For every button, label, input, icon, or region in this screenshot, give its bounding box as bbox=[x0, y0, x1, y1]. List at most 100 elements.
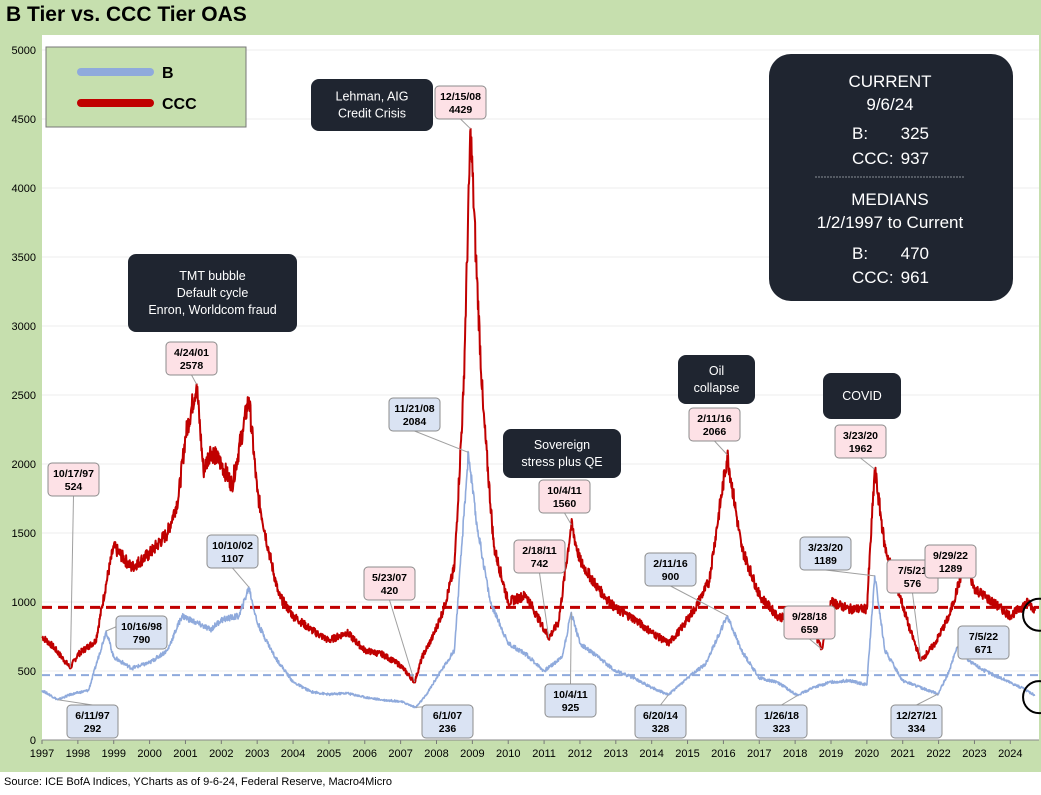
summary-medians-title: MEDIANS bbox=[851, 190, 928, 209]
callout-value: 1107 bbox=[221, 553, 244, 565]
callout-box bbox=[206, 534, 259, 569]
callout-leader bbox=[191, 374, 198, 385]
event-box-text: collapse bbox=[694, 381, 740, 395]
callout-date: 9/28/18 bbox=[792, 611, 827, 623]
event-box-text: Enron, Worldcom fraud bbox=[148, 303, 276, 317]
callout-box bbox=[957, 625, 1010, 660]
callout-leader bbox=[912, 592, 922, 661]
callout-value: 420 bbox=[381, 585, 399, 597]
y-tick-label: 2000 bbox=[12, 459, 36, 471]
callout-value: 2578 bbox=[180, 360, 204, 372]
callout-leader bbox=[916, 693, 939, 706]
event-box-text: Lehman, AIG bbox=[336, 90, 409, 104]
summary-median-ccc-value: 961 bbox=[901, 268, 929, 287]
callout-box bbox=[924, 544, 977, 579]
callout-leader bbox=[389, 599, 416, 683]
callout-box bbox=[538, 479, 591, 514]
summary-median-ccc-label: CCC: bbox=[852, 268, 894, 287]
callout-box bbox=[115, 615, 168, 650]
callout-leader bbox=[781, 694, 798, 706]
x-tick-label: 2010 bbox=[496, 748, 520, 760]
x-tick-label: 2021 bbox=[890, 748, 914, 760]
summary-median-b-value: 470 bbox=[901, 244, 929, 263]
x-tick-label: 2001 bbox=[173, 748, 197, 760]
event-box-text: stress plus QE bbox=[521, 455, 602, 469]
callout-leader bbox=[670, 585, 728, 617]
callout-box bbox=[834, 424, 887, 459]
callout-box bbox=[66, 704, 119, 739]
callout-value: 1289 bbox=[939, 563, 963, 575]
callout-value: 1560 bbox=[553, 498, 577, 510]
callout-date: 10/17/97 bbox=[53, 468, 94, 480]
callout-date: 10/4/11 bbox=[553, 689, 588, 701]
callout-box bbox=[421, 704, 474, 739]
callouts: 10/17/975246/11/9729210/16/987904/24/012… bbox=[47, 85, 1010, 739]
x-tick-label: 1997 bbox=[30, 748, 54, 760]
summary-current-title: CURRENT bbox=[848, 72, 931, 91]
ccc-series-line bbox=[41, 127, 1037, 684]
y-tick-label: 1500 bbox=[12, 528, 36, 540]
callout-value: 576 bbox=[904, 578, 922, 590]
legend-label: CCC bbox=[162, 96, 197, 113]
event-box-text: Oil bbox=[709, 364, 724, 378]
event-box-text: Sovereign bbox=[534, 438, 590, 452]
legend: B CCC bbox=[45, 46, 247, 128]
summary-current-b-value: 325 bbox=[901, 124, 929, 143]
callout-date: 6/20/14 bbox=[643, 710, 678, 722]
callout-box bbox=[47, 462, 100, 497]
x-tick-label: 2022 bbox=[926, 748, 950, 760]
summary-median-b-label: B: bbox=[852, 244, 868, 263]
y-tick-label: 4000 bbox=[12, 183, 36, 195]
x-tick-label: 2006 bbox=[353, 748, 377, 760]
callout-date: 10/4/11 bbox=[547, 485, 582, 497]
callout-value: 1189 bbox=[814, 555, 837, 567]
callout-value: 236 bbox=[439, 723, 457, 735]
x-tick-label: 2004 bbox=[281, 748, 305, 760]
callout-leader bbox=[570, 612, 572, 685]
callout-date: 7/5/22 bbox=[969, 631, 998, 643]
summary-current-ccc-label: CCC: bbox=[852, 149, 894, 168]
callout-leader bbox=[539, 572, 550, 638]
callout-date: 7/5/21 bbox=[898, 565, 927, 577]
y-tick-label: 4500 bbox=[12, 114, 36, 126]
x-tick-label: 2011 bbox=[532, 748, 556, 760]
callout-date: 5/23/07 bbox=[372, 572, 407, 584]
b-series-line bbox=[41, 450, 1036, 709]
x-tick-label: 2002 bbox=[209, 748, 233, 760]
event-box bbox=[678, 355, 755, 404]
event-box-text: Default cycle bbox=[177, 286, 249, 300]
event-box-text: TMT bubble bbox=[179, 269, 246, 283]
callout-leader bbox=[460, 118, 471, 130]
callout-value: 334 bbox=[908, 723, 926, 735]
y-tick-label: 3000 bbox=[12, 321, 36, 333]
callout-date: 10/16/98 bbox=[121, 621, 162, 633]
callout-leader bbox=[809, 638, 822, 650]
summary-current-ccc-value: 937 bbox=[901, 149, 929, 168]
summary-current-date: 9/6/24 bbox=[866, 95, 913, 114]
x-tick-label: 2020 bbox=[855, 748, 879, 760]
callout-value: 524 bbox=[65, 481, 83, 493]
y-tick-label: 5000 bbox=[12, 45, 36, 57]
x-tick-label: 2013 bbox=[604, 748, 628, 760]
callout-box bbox=[544, 683, 597, 718]
summary-current-b-label: B: bbox=[852, 124, 868, 143]
ccc-current-circle bbox=[1022, 597, 1041, 632]
callout-date: 3/23/20 bbox=[808, 542, 843, 554]
event-box bbox=[128, 254, 297, 332]
y-tick-label: 2500 bbox=[12, 390, 36, 402]
event-box bbox=[823, 373, 901, 419]
x-tick-label: 2012 bbox=[568, 748, 592, 760]
callout-value: 292 bbox=[84, 723, 102, 735]
x-tick-label: 2005 bbox=[317, 748, 341, 760]
callout-value: 742 bbox=[531, 558, 549, 570]
summary-box: CURRENT 9/6/24 B: 325 CCC: 937 MEDIANS 1/2/1997… bbox=[769, 54, 1013, 301]
callout-leader bbox=[414, 430, 469, 453]
x-tick-label: 2007 bbox=[388, 748, 412, 760]
y-tick-label: 500 bbox=[18, 666, 36, 678]
callout-value: 328 bbox=[652, 723, 670, 735]
callout-leader bbox=[860, 457, 876, 470]
callout-value: 1962 bbox=[849, 443, 873, 455]
callout-date: 1/26/18 bbox=[764, 710, 799, 722]
callout-box bbox=[755, 704, 808, 739]
callout-box bbox=[783, 605, 836, 640]
